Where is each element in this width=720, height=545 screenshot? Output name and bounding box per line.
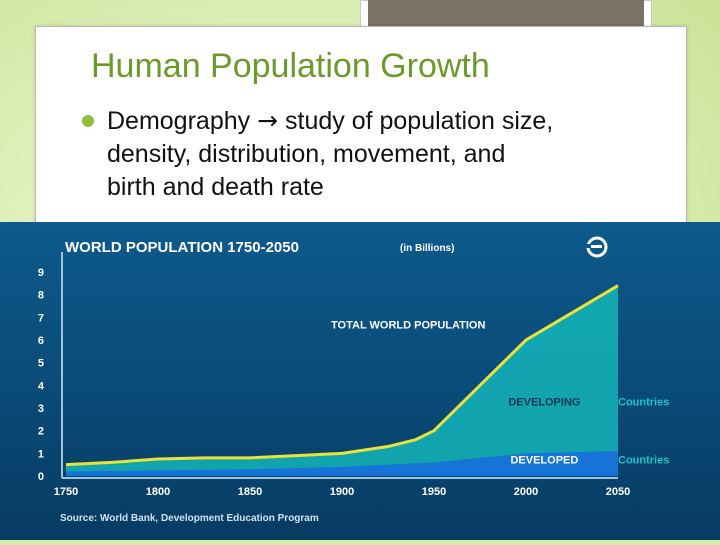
x-tick-label: 1750 xyxy=(54,486,78,498)
chart-title: WORLD POPULATION 1750-2050 xyxy=(65,239,299,256)
x-tick-label: 1800 xyxy=(146,486,170,498)
total-population-line xyxy=(65,284,619,467)
total-series-label: TOTAL WORLD POPULATION xyxy=(331,320,485,332)
x-tick-label: 1900 xyxy=(330,486,354,498)
developed-series-label: DEVELOPED xyxy=(510,455,578,467)
bullet-term: Demography xyxy=(107,107,251,135)
chart-svg: WORLD POPULATION 1750-2050 (in Billions)… xyxy=(38,236,669,524)
x-tick-label: 1850 xyxy=(238,486,262,498)
slide-card xyxy=(35,26,687,228)
bullet-text: Demography → study of population size, d… xyxy=(107,104,677,204)
chart-subtitle: (in Billions) xyxy=(400,243,454,254)
y-tick-label: 3 xyxy=(38,403,44,415)
y-tick-label: 6 xyxy=(38,335,44,347)
y-tick-label: 7 xyxy=(38,312,44,324)
y-tick-label: 8 xyxy=(38,290,44,302)
y-tick-label: 1 xyxy=(38,448,44,460)
developing-series-label: DEVELOPING xyxy=(508,397,580,409)
population-chart: WORLD POPULATION 1750-2050 (in Billions)… xyxy=(0,222,720,540)
bullet-line-2: density, distribution, movement, and xyxy=(107,140,506,168)
bullet-icon xyxy=(82,115,94,127)
chart-source: Source: World Bank, Development Educatio… xyxy=(60,513,319,524)
developed-countries-label: Countries xyxy=(618,455,669,467)
y-tick-label: 9 xyxy=(38,267,44,279)
slide-title: Human Population Growth xyxy=(91,47,490,85)
bullet-line-3: birth and death rate xyxy=(107,173,324,201)
developed-area xyxy=(66,451,618,476)
developing-countries-label: Countries xyxy=(618,397,669,409)
bullet-line-1: study of population size, xyxy=(285,107,554,135)
y-tick-label: 4 xyxy=(38,380,45,392)
y-tick-label: 0 xyxy=(38,471,44,483)
x-tick-label: 2050 xyxy=(606,486,630,498)
arrow-right-icon: → xyxy=(257,106,279,135)
y-tick-label: 5 xyxy=(38,358,44,370)
x-tick-label: 1950 xyxy=(422,486,446,498)
developing-area xyxy=(66,285,618,476)
y-tick-label: 2 xyxy=(38,426,44,438)
e-logo-icon xyxy=(586,236,608,258)
x-tick-label: 2000 xyxy=(514,486,538,498)
